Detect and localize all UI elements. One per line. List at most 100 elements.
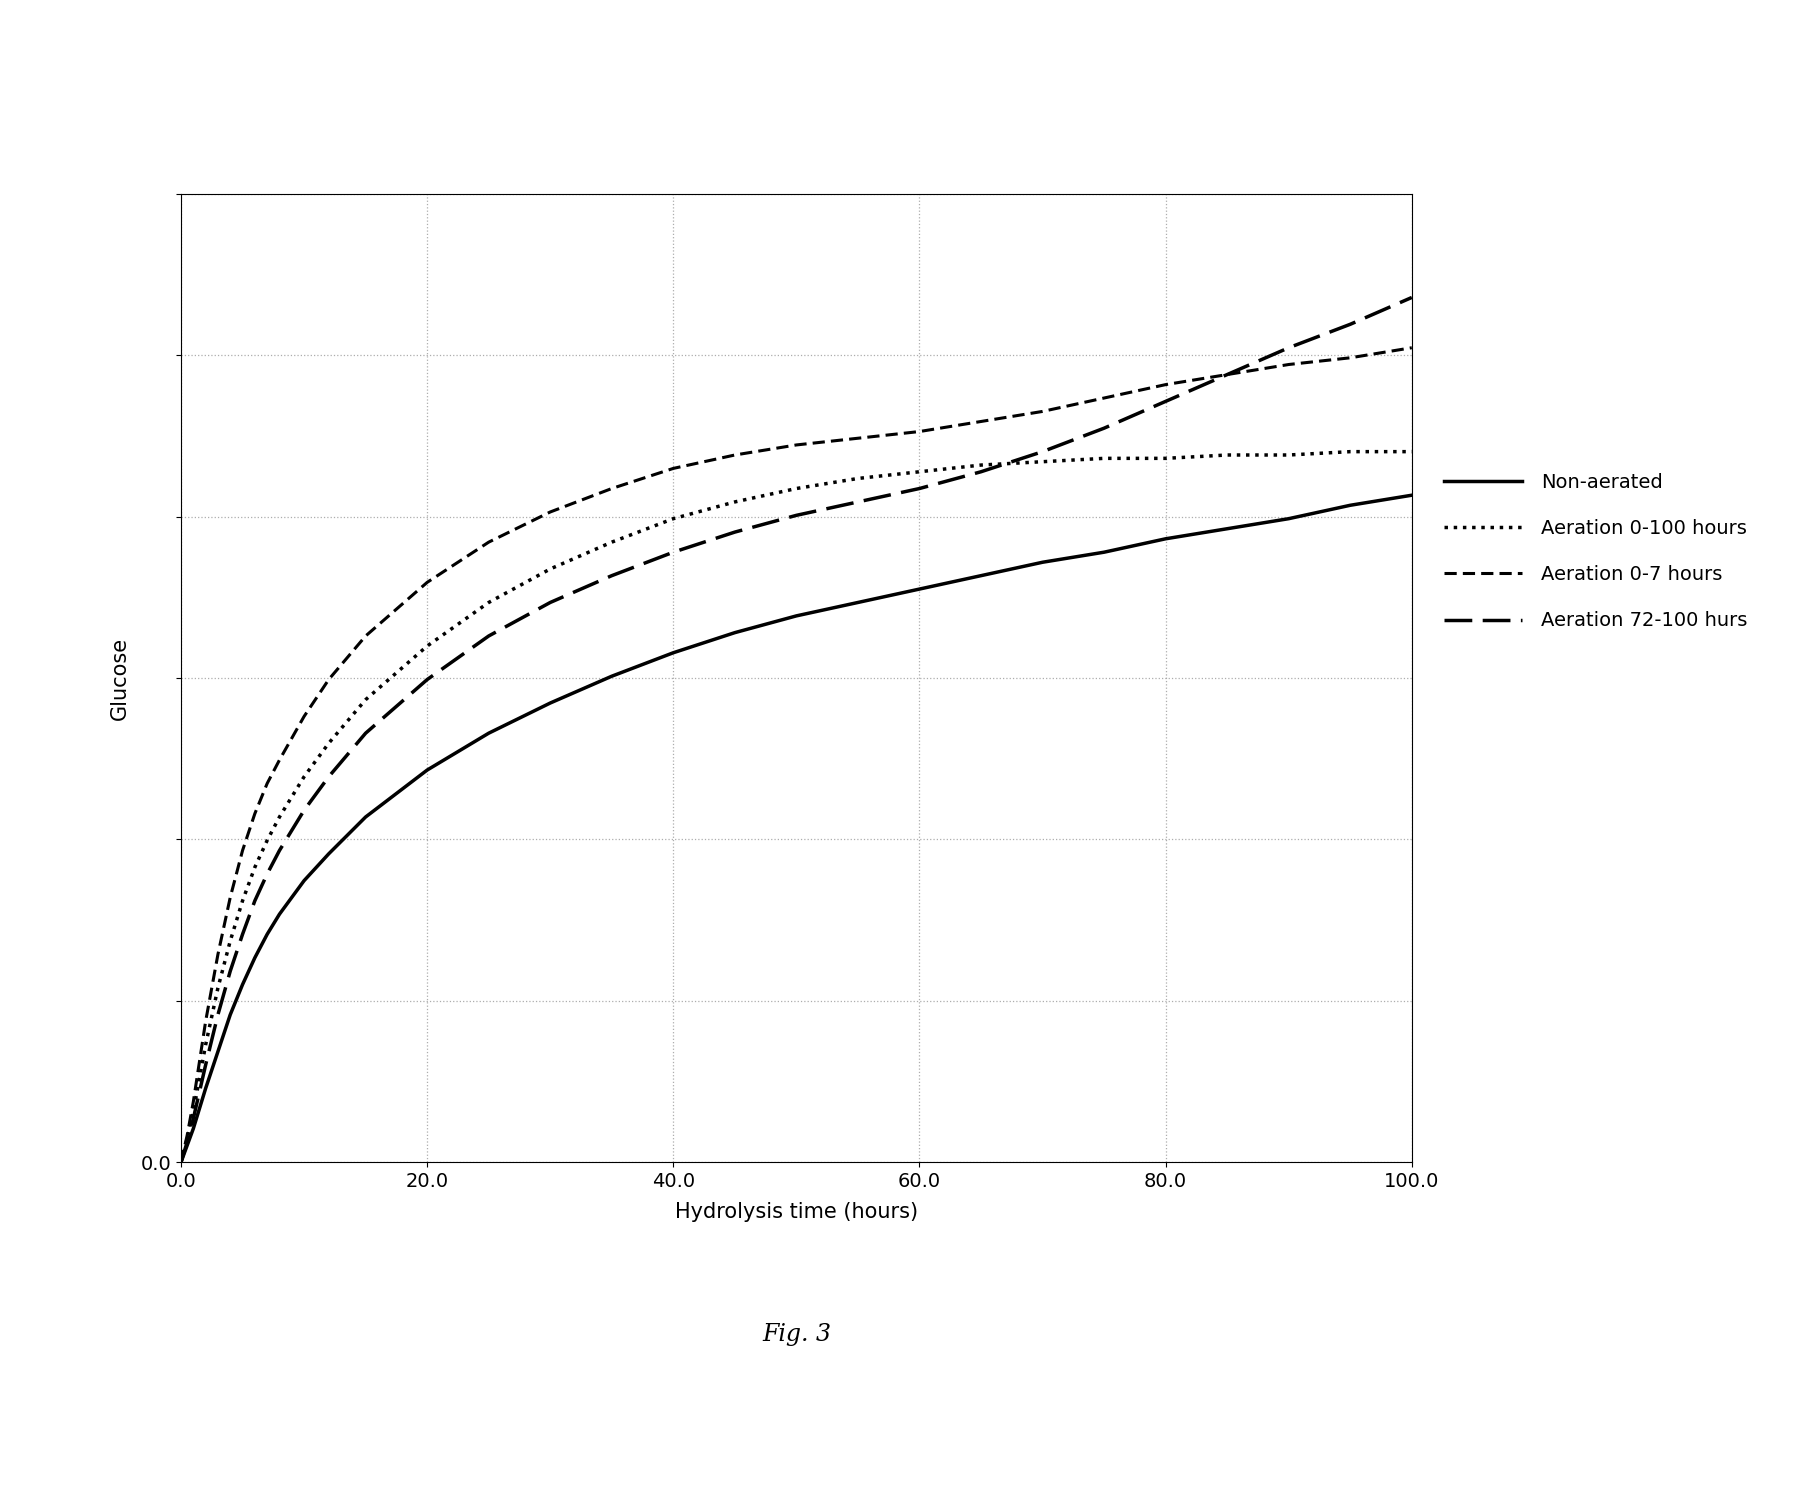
Aeration 72-100 hurs <box>970 463 992 481</box>
Line: Aeration 72-100 hurs: Aeration 72-100 hurs <box>181 298 1412 1162</box>
Aeration 0-7 hours <box>195 1013 217 1031</box>
Aeration 0-7 hours <box>724 446 746 463</box>
Aeration 72-100 hurs <box>1032 443 1053 460</box>
Aeration 0-100 hours <box>601 533 623 551</box>
Aeration 72-100 hurs <box>293 802 315 820</box>
Non-aerated <box>1278 510 1300 527</box>
Aeration 0-7 hours <box>319 670 340 688</box>
Non-aerated <box>232 976 253 994</box>
Aeration 72-100 hurs <box>1401 289 1423 307</box>
Aeration 0-7 hours <box>268 751 290 769</box>
Aeration 72-100 hurs <box>847 493 869 511</box>
Aeration 72-100 hurs <box>183 1110 205 1128</box>
Aeration 72-100 hurs <box>170 1153 192 1171</box>
Aeration 0-100 hours <box>1401 443 1423 460</box>
Aeration 0-100 hours <box>232 893 253 910</box>
Aeration 0-7 hours <box>176 1126 197 1144</box>
Aeration 0-7 hours <box>183 1094 205 1112</box>
Aeration 72-100 hurs <box>232 925 253 943</box>
Aeration 0-7 hours <box>244 805 266 822</box>
Non-aerated <box>1401 486 1423 504</box>
Non-aerated <box>355 808 376 825</box>
X-axis label: Hydrolysis time (hours): Hydrolysis time (hours) <box>675 1202 918 1222</box>
Aeration 72-100 hurs <box>539 593 561 611</box>
Aeration 72-100 hurs <box>188 1083 210 1101</box>
Aeration 0-100 hours <box>219 933 241 951</box>
Aeration 72-100 hurs <box>416 670 438 688</box>
Non-aerated <box>244 949 266 967</box>
Aeration 72-100 hurs <box>1216 365 1238 383</box>
Aeration 0-100 hours <box>170 1153 192 1171</box>
Aeration 72-100 hurs <box>1278 338 1300 356</box>
Non-aerated <box>176 1137 197 1155</box>
Aeration 0-100 hours <box>1278 446 1300 463</box>
Aeration 72-100 hurs <box>268 842 290 860</box>
Aeration 0-7 hours <box>416 574 438 592</box>
Aeration 0-100 hours <box>909 463 930 481</box>
Non-aerated <box>219 1006 241 1024</box>
Non-aerated <box>909 580 930 597</box>
Non-aerated <box>195 1080 217 1098</box>
Aeration 0-100 hours <box>416 638 438 656</box>
Aeration 0-7 hours <box>293 708 315 726</box>
Aeration 0-7 hours <box>1401 338 1423 356</box>
Aeration 0-100 hours <box>257 831 279 849</box>
Aeration 0-7 hours <box>1278 356 1300 374</box>
Non-aerated <box>478 724 500 742</box>
Aeration 72-100 hurs <box>319 767 340 785</box>
Aeration 0-7 hours <box>219 888 241 906</box>
Aeration 0-100 hours <box>319 735 340 752</box>
Non-aerated <box>601 668 623 685</box>
Aeration 72-100 hurs <box>206 1006 228 1024</box>
Aeration 0-100 hours <box>1155 450 1176 468</box>
Aeration 72-100 hurs <box>662 544 684 562</box>
Aeration 72-100 hurs <box>601 566 623 584</box>
Aeration 0-7 hours <box>170 1153 192 1171</box>
Aeration 0-100 hours <box>970 456 992 474</box>
Aeration 0-100 hours <box>786 480 807 498</box>
Aeration 0-7 hours <box>662 459 684 477</box>
Aeration 0-100 hours <box>355 691 376 709</box>
Aeration 0-100 hours <box>847 469 869 487</box>
Non-aerated <box>183 1120 205 1138</box>
Aeration 0-7 hours <box>355 627 376 645</box>
Aeration 0-7 hours <box>206 946 228 964</box>
Aeration 72-100 hurs <box>724 523 746 541</box>
Legend: Non-aerated, Aeration 0-100 hours, Aeration 0-7 hours, Aeration 72-100 hurs: Non-aerated, Aeration 0-100 hours, Aerat… <box>1437 465 1756 638</box>
Aeration 0-100 hours <box>268 808 290 825</box>
Aeration 0-100 hours <box>1032 453 1053 471</box>
Aeration 0-100 hours <box>176 1129 197 1147</box>
Aeration 72-100 hurs <box>1093 419 1115 437</box>
Non-aerated <box>1216 520 1238 538</box>
Aeration 0-7 hours <box>601 480 623 498</box>
Aeration 0-100 hours <box>1339 443 1361 460</box>
Aeration 72-100 hurs <box>355 724 376 742</box>
Aeration 0-7 hours <box>786 437 807 454</box>
Aeration 0-7 hours <box>1216 365 1238 383</box>
Aeration 0-100 hours <box>724 493 746 511</box>
Aeration 0-100 hours <box>183 1103 205 1120</box>
Non-aerated <box>1155 530 1176 548</box>
Non-aerated <box>188 1100 210 1118</box>
Aeration 72-100 hurs <box>909 480 930 498</box>
Line: Aeration 0-100 hours: Aeration 0-100 hours <box>181 451 1412 1162</box>
Non-aerated <box>170 1153 192 1171</box>
Aeration 72-100 hurs <box>219 963 241 980</box>
Aeration 72-100 hurs <box>257 866 279 884</box>
Aeration 0-100 hours <box>539 560 561 578</box>
Non-aerated <box>268 906 290 924</box>
Non-aerated <box>847 593 869 611</box>
Non-aerated <box>293 872 315 890</box>
Aeration 0-7 hours <box>188 1053 210 1071</box>
Aeration 0-100 hours <box>662 510 684 527</box>
Aeration 0-7 hours <box>970 413 992 431</box>
Line: Non-aerated: Non-aerated <box>181 495 1412 1162</box>
Aeration 72-100 hurs <box>244 893 266 910</box>
Non-aerated <box>539 694 561 712</box>
Y-axis label: Glucose: Glucose <box>109 636 130 720</box>
Aeration 0-7 hours <box>909 423 930 441</box>
Non-aerated <box>257 925 279 943</box>
Non-aerated <box>786 606 807 624</box>
Aeration 0-7 hours <box>257 775 279 793</box>
Aeration 0-100 hours <box>244 858 266 876</box>
